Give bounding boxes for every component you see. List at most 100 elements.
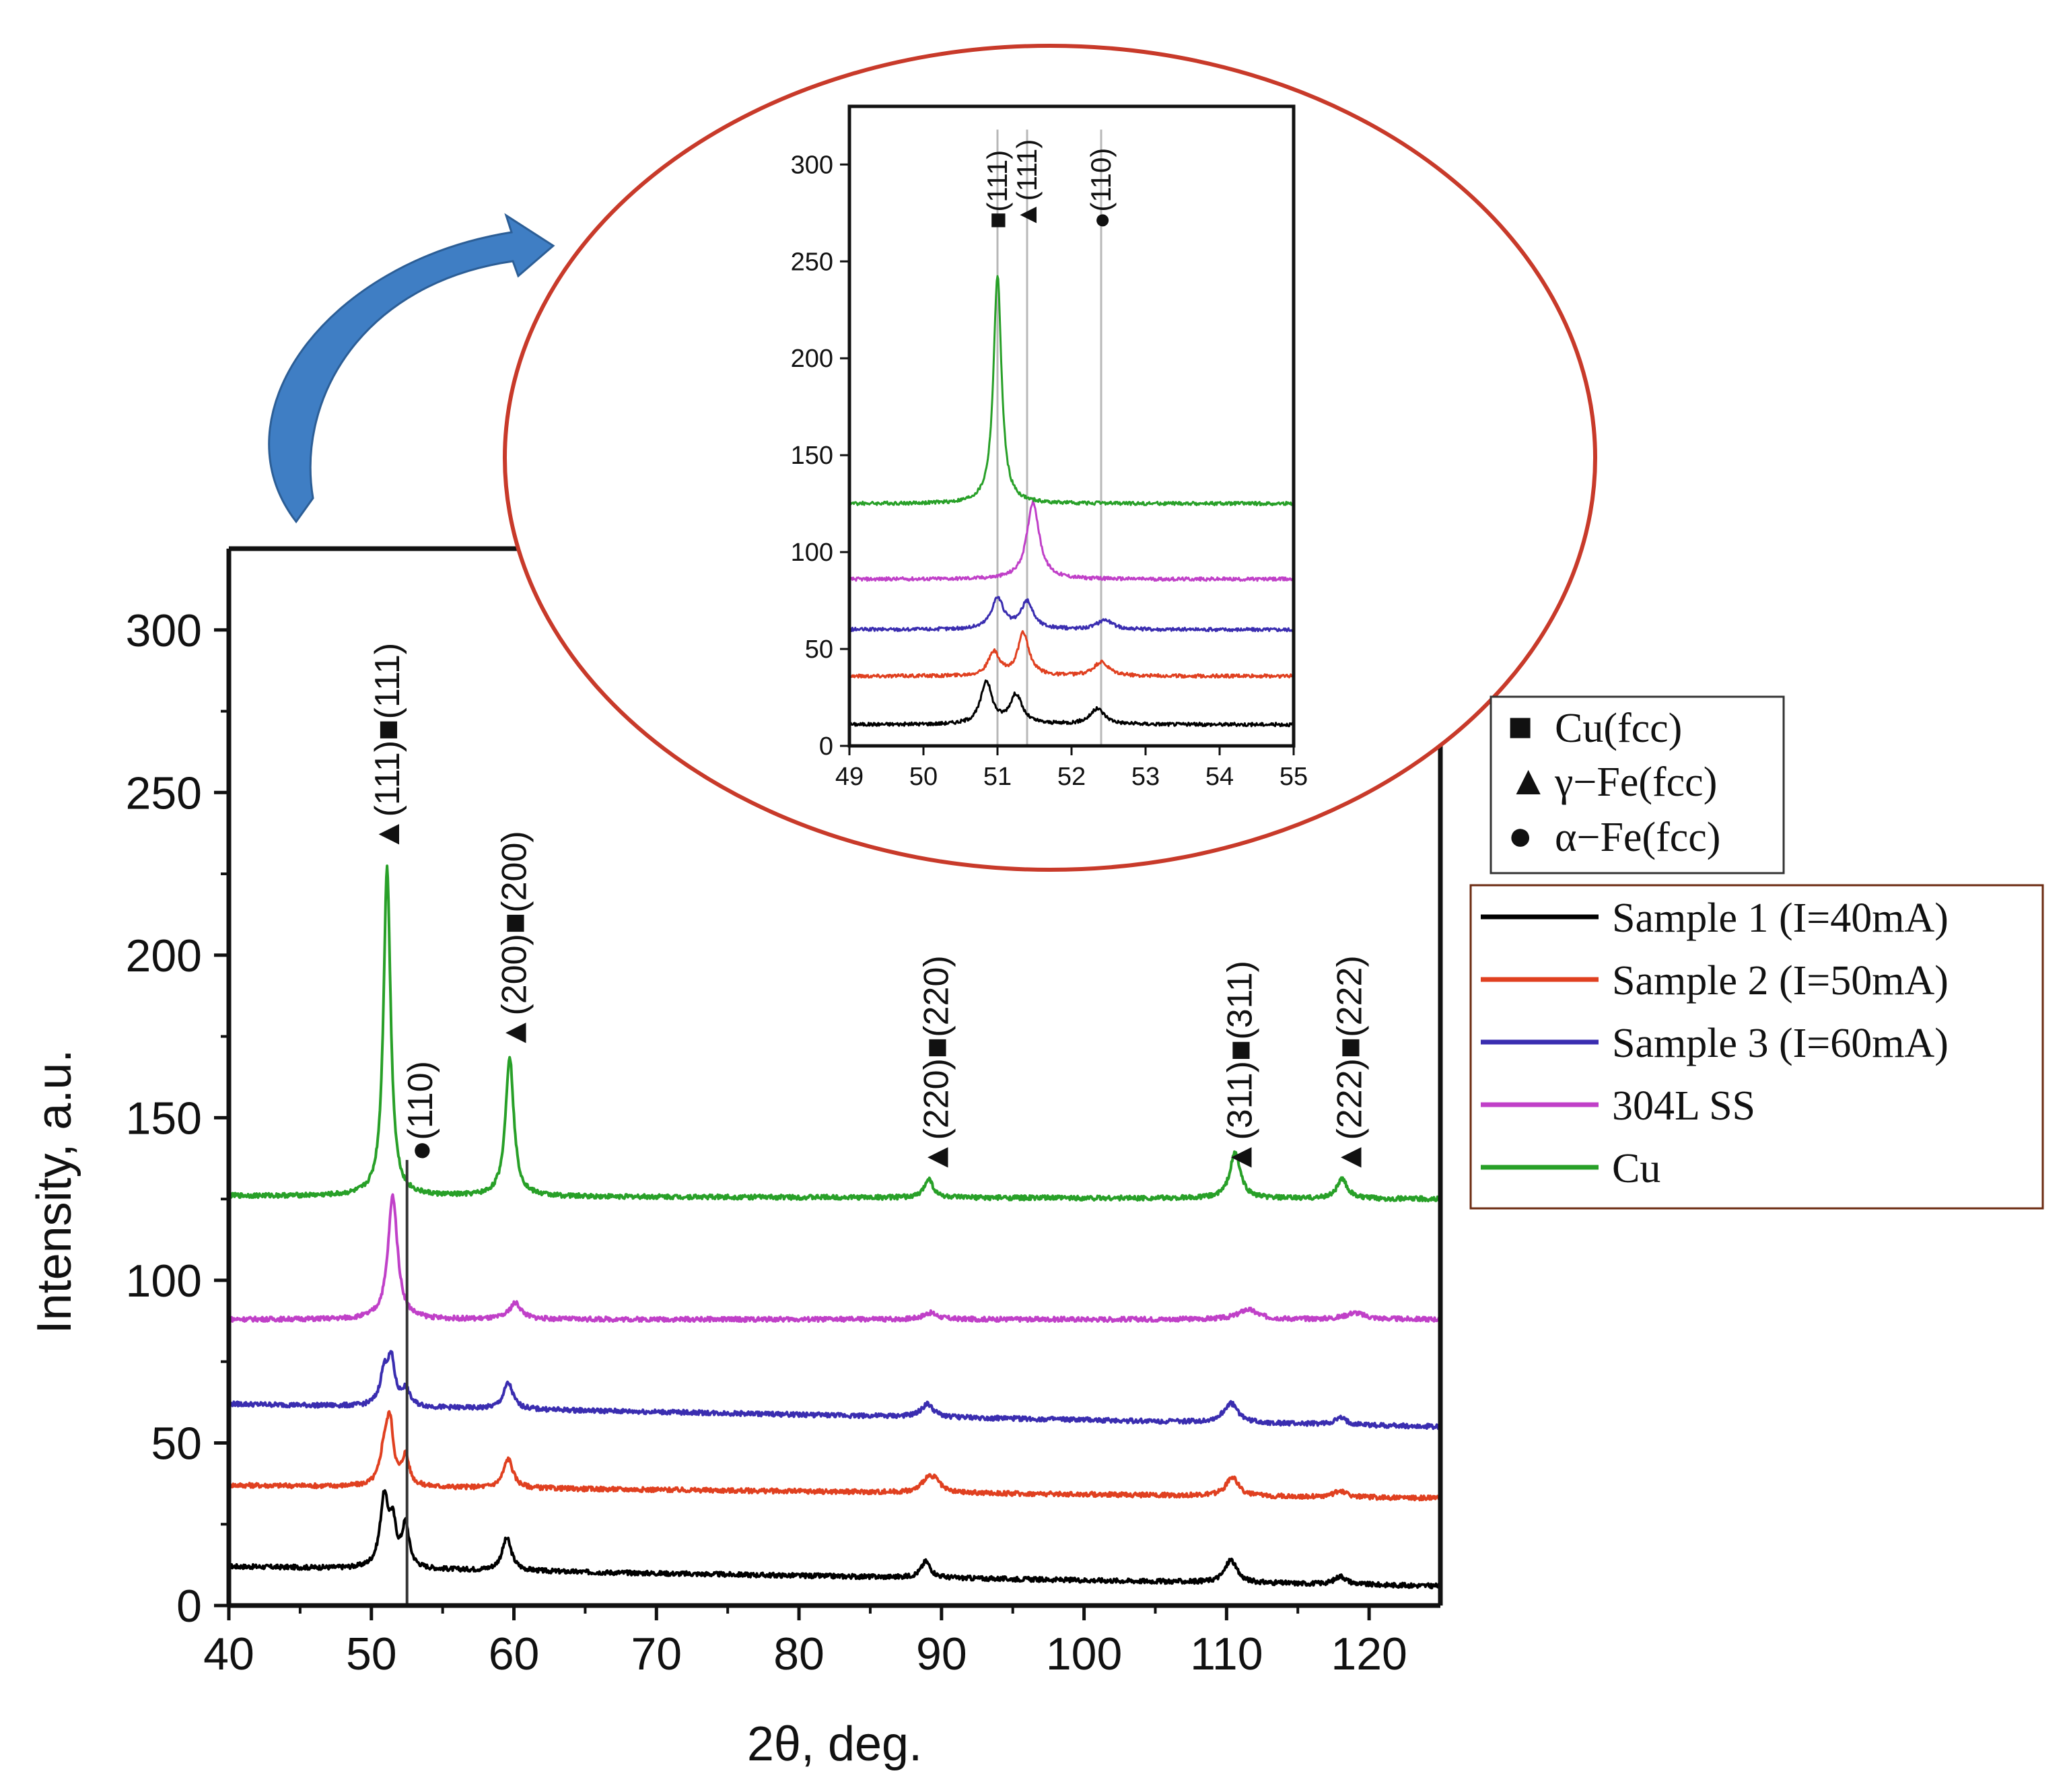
peak-label-220: ▲(220)■(220) (917, 955, 956, 1175)
main-chart: 40 50 60 70 80 90 100 110 120050100150200250300 … (28, 546, 1443, 1771)
peak-label-111: ▲(111)■(111) (368, 643, 407, 852)
inset-peak-label-text-1: ▲(111) (1011, 139, 1043, 229)
peak-label-part-2: ■ (917, 1037, 956, 1058)
inset-peak-label-part-1: (111) (981, 150, 1013, 212)
x-tick-label-100: 100 (1046, 1628, 1122, 1680)
series-legend-box (1469, 884, 2044, 1210)
peak-label-222: ▲(222)■(222) (1330, 955, 1369, 1175)
inset-x-tick-label-49: 49 (835, 763, 864, 791)
series-line-cu (227, 864, 1442, 1203)
inset-x-tick-label-51: 51 (983, 763, 1012, 791)
inset-series-line-cu (848, 275, 1294, 507)
peak-label-text-111: ▲(111)■(111) (368, 643, 407, 852)
peak-label-part-0: ▲ (917, 1140, 956, 1175)
x-axis-title: 2θ, deg. (747, 1717, 922, 1771)
phase-legend-symbol-cu: ■ (1508, 704, 1533, 750)
inset-series-line-sample-3-i-60ma (848, 596, 1295, 633)
inset-x-tick-label-52: 52 (1057, 763, 1086, 791)
x-tick-label-80: 80 (773, 1628, 825, 1680)
y-tick-label-200: 200 (126, 930, 202, 981)
peak-label-part-2: ■ (1220, 1040, 1259, 1061)
inset-peak-labels: ■(111)▲(111)●(110) (981, 139, 1117, 229)
series-line-sample-1-i-40ma (228, 1489, 1442, 1589)
peak-label-part-2: ■ (368, 719, 407, 740)
peak-label-part-1: (311) (1220, 1061, 1259, 1140)
x-tick-label-70: 70 (631, 1628, 682, 1680)
peak-label-part-2: ■ (495, 913, 534, 934)
inset-peak-label-part-1: (111) (1011, 139, 1043, 201)
peak-label-110: ●(110) (401, 1061, 440, 1161)
inset-y-tick-label-300: 300 (791, 151, 833, 179)
peak-label-200: ▲(200)■(200) (495, 831, 534, 1050)
inset-ellipse (503, 44, 1597, 872)
inset-peak-label-part-0: ■ (981, 212, 1013, 229)
peak-label-part-1: (220) (917, 1058, 956, 1140)
peak-label-part-3: (200) (495, 831, 534, 912)
inset-axes: 49 50 51 52 53 54 55 0 50 100 150 200 250 300 (791, 151, 1308, 791)
peak-label-part-0: ● (401, 1140, 440, 1161)
peak-label-part-1: (222) (1330, 1058, 1369, 1140)
x-tick-label-120: 120 (1331, 1628, 1407, 1680)
inset-series-line-304l-ss (849, 499, 1295, 582)
x-tick-label-60: 60 (489, 1628, 540, 1680)
phase-legend-symbol-alpha: ● (1508, 813, 1533, 859)
inset-peak-label-0: ■(111) (981, 150, 1013, 229)
inset-peak-label-text-2: ●(110) (1085, 148, 1117, 229)
y-tick-label-0: 0 (176, 1581, 202, 1632)
y-tick-label-50: 50 (151, 1418, 202, 1469)
legend-label-304l-ss: 304L SS (1612, 1083, 1755, 1129)
peak-label-part-2: ■ (1330, 1037, 1369, 1058)
phase-legend-symbol-gamma: ▲ (1508, 758, 1549, 804)
inset-peak-label-part-0: ● (1085, 212, 1117, 229)
inset-y-tick-label-200: 200 (791, 345, 833, 373)
inset-x-tick-label-53: 53 (1131, 763, 1160, 791)
phase-legend: ■ Cu(fcc) ▲ γ−Fe(fcc) ● α−Fe(fcc) (1490, 695, 1785, 874)
inset-peak-label-part-1: (110) (1085, 148, 1117, 212)
y-tick-label-300: 300 (126, 605, 202, 656)
series-line-304l-ss (228, 1193, 1441, 1323)
inset-series-line-sample-1-i-40ma (849, 679, 1294, 728)
series-legend: Sample 1 (I=40mA) Sample 2 (I=50mA) Sample… (1469, 884, 2044, 1210)
inset-x-tick-label-50: 50 (909, 763, 938, 791)
legend-label-sample-3-i-60ma: Sample 3 (I=60mA) (1612, 1021, 1949, 1066)
peak-label-part-1: (200) (495, 934, 534, 1015)
peak-label-text-311: ▲(311)■(311) (1220, 961, 1259, 1175)
y-tick-label-150: 150 (126, 1093, 202, 1144)
peak-label-part-3: (111) (368, 643, 407, 720)
inset-peak-label-text-0: ■(111) (981, 150, 1013, 229)
peak-label-part-0: ▲ (368, 817, 407, 852)
peak-label-part-3: (220) (917, 955, 956, 1037)
x-tick-label-90: 90 (916, 1628, 967, 1680)
legend-label-sample-2-i-50ma: Sample 2 (I=50mA) (1612, 958, 1949, 1004)
phase-legend-label-cu: Cu(fcc) (1555, 705, 1682, 751)
inset-series-line-sample-2-i-50ma (848, 630, 1295, 679)
peak-label-part-0: ▲ (1330, 1140, 1369, 1175)
inset-x-tick-label-54: 54 (1205, 763, 1234, 791)
inset-series-group (848, 275, 1295, 728)
inset-y-tick-label-100: 100 (791, 539, 833, 567)
peak-label-part-0: ▲ (1220, 1140, 1259, 1175)
y-axis-title: Intensity, a.u. (28, 1049, 81, 1334)
main-axes: 40 50 60 70 80 90 100 110 120 0 50 100 150 200 250 300 (126, 605, 1407, 1680)
inset-peak-label-part-0: ▲ (1011, 201, 1043, 229)
inset-x-tick-label-55: 55 (1280, 763, 1308, 791)
inset-peak-label-1: ▲(111) (1011, 139, 1043, 229)
x-tick-label-110: 110 (1190, 1628, 1263, 1680)
inset-y-tick-label-250: 250 (791, 248, 833, 276)
y-tick-label-100: 100 (126, 1255, 202, 1307)
inset-y-tick-label-150: 150 (791, 442, 833, 470)
peak-label-text-220: ▲(220)■(220) (917, 955, 956, 1175)
peak-label-part-3: (311) (1220, 961, 1259, 1040)
zoom-arrow-icon (268, 213, 555, 524)
phase-legend-label-alpha: α−Fe(fcc) (1555, 815, 1720, 860)
main-peak-labels: ▲(111)■(111)●(110)▲(200)■(200)▲(220)■(22… (368, 643, 1369, 1175)
peak-label-part-3: (222) (1330, 955, 1369, 1037)
phase-legend-box (1490, 695, 1785, 874)
peak-label-311: ▲(311)■(311) (1220, 961, 1259, 1175)
x-tick-label-40: 40 (203, 1628, 254, 1680)
x-tick-label-50: 50 (346, 1628, 397, 1680)
inset-peak-label-2: ●(110) (1085, 148, 1117, 229)
inset-y-tick-label-0: 0 (819, 732, 833, 761)
